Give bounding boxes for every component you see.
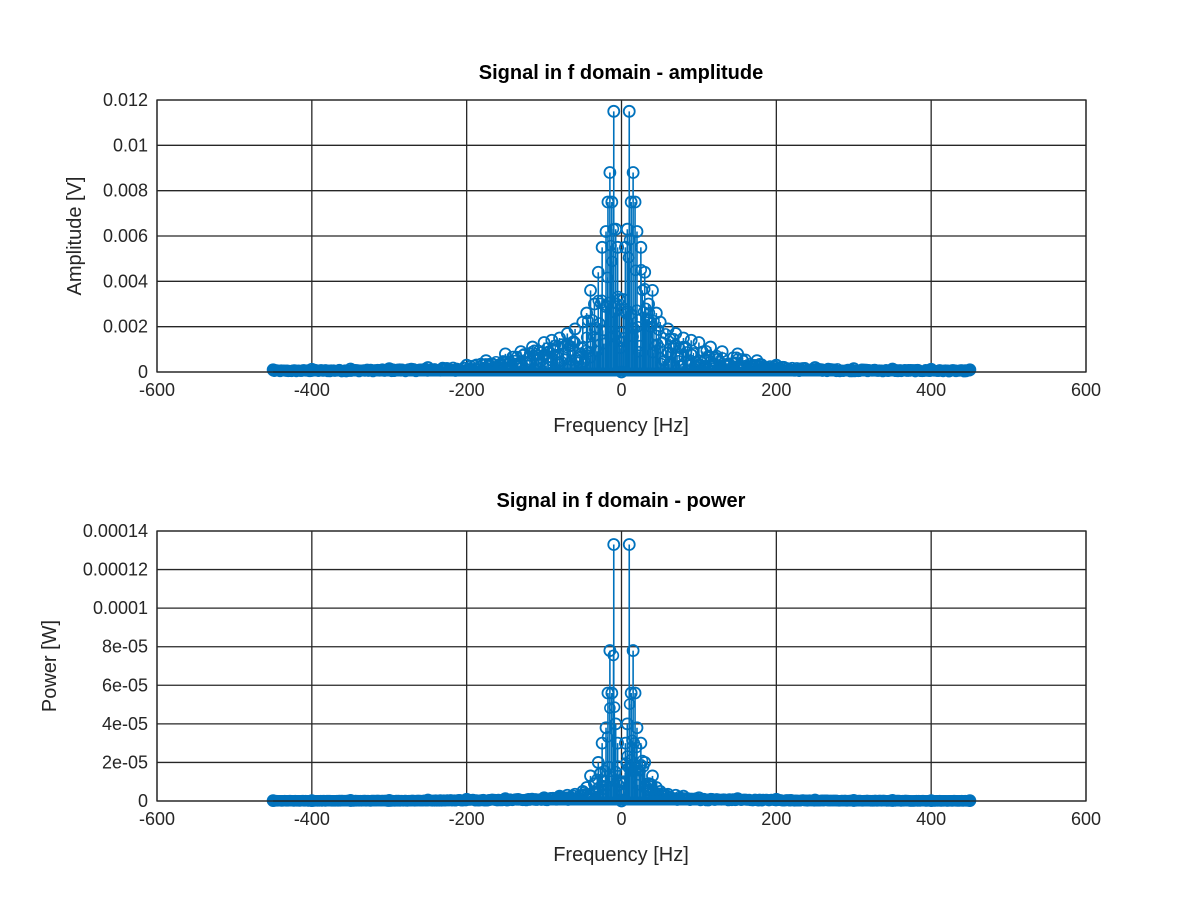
amplitude-data-point <box>607 104 621 118</box>
amplitude-xlabel: Frequency [Hz] <box>553 415 689 437</box>
power-ytick-label: 0.00012 <box>83 560 148 580</box>
power-plot-area: -600 -400 -200 0 200 400 600 0 2e-05 4e-05 6e-05 8e… <box>83 521 1101 829</box>
amplitude-data-point <box>653 315 667 329</box>
amplitude-xtick-label: -600 <box>139 380 175 400</box>
amplitude-data-point <box>605 195 619 209</box>
amplitude-data-point <box>634 240 648 254</box>
power-data-point <box>649 781 663 794</box>
amplitude-xtick-label: 400 <box>916 380 946 400</box>
power-data-point <box>626 644 640 657</box>
amplitude-ytick-label: 0.012 <box>103 90 148 110</box>
amplitude-ytick-label: 0 <box>138 362 148 382</box>
amplitude-data-point <box>750 354 764 368</box>
amplitude-data-point <box>611 240 625 254</box>
amplitude-data-point <box>646 283 659 297</box>
amplitude-xtick-label: -200 <box>449 380 485 400</box>
power-xtick-label: -600 <box>139 809 175 829</box>
power-data-point <box>580 781 594 794</box>
power-data-point <box>634 736 648 750</box>
amplitude-data-point <box>628 195 642 209</box>
amplitude-ytick-label: 0.008 <box>103 181 148 201</box>
power-ytick-label: 0 <box>138 791 148 811</box>
amplitude-xtick-label: -400 <box>294 380 330 400</box>
power-xlabel: Frequency [Hz] <box>553 844 689 866</box>
amplitude-data-point <box>624 195 638 209</box>
power-ytick-label: 4e-05 <box>102 714 148 734</box>
power-ytick-label: 0.00014 <box>83 521 148 541</box>
power-data-point <box>588 777 601 791</box>
power-data-point <box>622 538 636 551</box>
amplitude-title: Signal in f domain - amplitude <box>479 62 763 84</box>
amplitude-data-point <box>638 265 652 279</box>
amplitude-ytick-label: 0.002 <box>103 317 148 337</box>
amplitude-data-point <box>704 340 717 354</box>
amplitude-xtick-label: 200 <box>761 380 791 400</box>
power-data-point <box>628 686 642 700</box>
power-xtick-label: 400 <box>916 809 946 829</box>
amplitude-ytick-label: 0.004 <box>103 271 148 291</box>
power-xtick-label: -400 <box>294 809 330 829</box>
amplitude-data-point <box>622 104 636 118</box>
amplitude-data-point <box>526 340 539 354</box>
power-title: Signal in f domain - power <box>497 490 746 512</box>
amplitude-data-point <box>498 347 512 361</box>
amplitude-data-point <box>479 354 493 368</box>
amplitude-subplot: Signal in f domain - amplitude Frequency… <box>64 62 1101 437</box>
power-data-point <box>642 777 655 791</box>
amplitude-axes-box <box>156 99 1087 373</box>
amplitude-data-point <box>603 166 617 179</box>
amplitude-data-point <box>642 297 655 311</box>
amplitude-stem-marker <box>568 335 580 348</box>
power-subplot: Signal in f domain - power Frequency [Hz… <box>39 490 1101 866</box>
amplitude-series <box>266 104 977 379</box>
amplitude-data-point <box>514 345 528 359</box>
amplitude-ytick-label: 0.006 <box>103 226 148 246</box>
amplitude-data-point <box>584 283 597 297</box>
power-series <box>266 538 977 808</box>
power-data-point <box>603 644 617 657</box>
power-ytick-label: 8e-05 <box>102 637 148 657</box>
amplitude-data-point <box>692 336 706 349</box>
amplitude-data-point <box>537 336 551 349</box>
power-data-point <box>611 736 625 750</box>
amplitude-data-point <box>677 331 690 345</box>
power-ytick-label: 2e-05 <box>102 752 148 772</box>
power-xtick-label: -200 <box>449 809 485 829</box>
power-data-point <box>630 721 644 735</box>
amplitude-xtick-label: 600 <box>1071 380 1101 400</box>
amplitude-ylabel: Amplitude [V] <box>64 177 86 296</box>
power-xtick-label: 600 <box>1071 809 1101 829</box>
amplitude-data-point <box>588 297 601 311</box>
power-data-point <box>584 769 597 783</box>
power-data-point <box>605 686 619 700</box>
amplitude-data-point <box>630 225 644 238</box>
power-data-point <box>607 538 621 551</box>
power-axes-box <box>156 530 1087 802</box>
power-data-point <box>646 769 659 783</box>
power-data-point <box>638 756 652 769</box>
amplitude-data-point <box>568 322 582 336</box>
amplitude-data-point <box>731 347 745 361</box>
power-data-point <box>591 756 605 769</box>
amplitude-ytick-label: 0.01 <box>113 135 148 155</box>
amplitude-data-point <box>626 166 640 179</box>
power-xtick-label: 0 <box>616 809 626 829</box>
power-ytick-label: 0.0001 <box>93 598 148 618</box>
amplitude-data-point <box>591 265 605 279</box>
amplitude-data-point <box>715 345 729 359</box>
amplitude-plot-area: -600 -400 -200 0 200 400 600 0 0.002 0.004 0.006 0.… <box>103 90 1101 400</box>
amplitude-data-point <box>684 333 698 347</box>
power-ylabel: Power [W] <box>39 620 61 712</box>
amplitude-data-point <box>580 306 594 320</box>
power-xtick-label: 200 <box>761 809 791 829</box>
power-ytick-label: 6e-05 <box>102 675 148 695</box>
amplitude-xtick-label: 0 <box>616 380 626 400</box>
amplitude-data-point <box>545 333 559 347</box>
power-data-point <box>624 686 638 700</box>
